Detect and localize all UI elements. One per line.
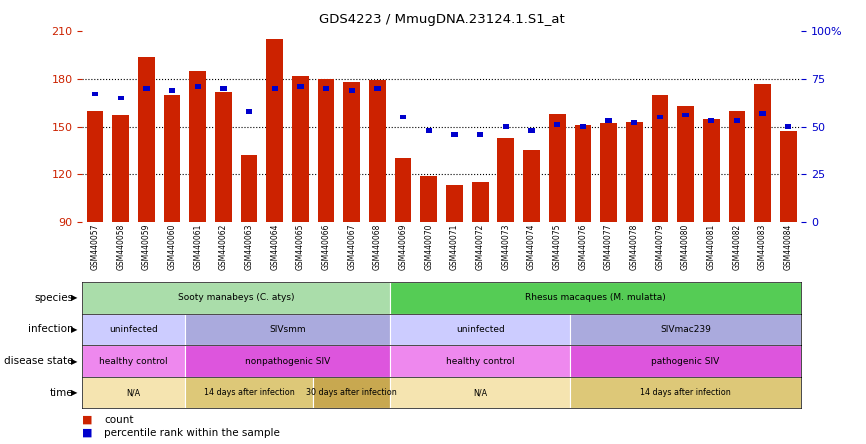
Bar [626,122,643,222]
Bar [554,122,560,127]
Bar [605,119,611,123]
Bar [651,95,669,222]
Bar [734,119,740,123]
Bar [579,124,586,129]
Bar [780,131,797,222]
Bar [313,377,391,408]
Bar [185,313,391,345]
Text: healthy control: healthy control [446,357,514,365]
Bar [323,86,329,91]
Text: Rhesus macaques (M. mulatta): Rhesus macaques (M. mulatta) [526,293,666,302]
Bar [391,282,801,313]
Text: ▶: ▶ [71,388,78,397]
Bar [497,138,514,222]
Bar [195,84,201,89]
Bar [631,120,637,125]
Bar [570,377,801,408]
Bar [528,128,534,133]
Bar [682,113,688,118]
Bar [272,86,278,91]
Bar [344,82,360,222]
Bar [292,75,309,222]
Bar [241,155,257,222]
Text: ▶: ▶ [71,293,78,302]
Text: SIVmac239: SIVmac239 [660,325,711,334]
Bar [164,95,180,222]
Bar [400,115,406,119]
Text: count: count [104,415,133,424]
Bar [113,115,129,222]
Text: healthy control: healthy control [100,357,168,365]
Bar [523,151,540,222]
Bar [267,39,283,222]
Text: Sooty manabeys (C. atys): Sooty manabeys (C. atys) [178,293,294,302]
Bar [118,95,124,100]
Text: uninfected: uninfected [109,325,158,334]
Text: infection: infection [28,325,74,334]
Text: SIVsmm: SIVsmm [269,325,306,334]
Bar [785,124,792,129]
Bar [477,132,483,137]
Bar [82,313,185,345]
Text: nonpathogenic SIV: nonpathogenic SIV [245,357,330,365]
Bar [395,159,411,222]
Bar [574,125,591,222]
Bar [391,377,570,408]
Bar [391,345,570,377]
Text: disease state: disease state [4,356,74,366]
Text: ▶: ▶ [71,325,78,334]
Bar [190,71,206,222]
Bar [87,111,103,222]
Text: ■: ■ [82,428,93,438]
Text: uninfected: uninfected [456,325,505,334]
Bar [185,377,313,408]
Bar [446,186,462,222]
Bar [82,377,185,408]
Text: GDS4223 / MmugDNA.23124.1.S1_at: GDS4223 / MmugDNA.23124.1.S1_at [319,13,565,26]
Bar [369,80,386,222]
Bar [220,86,227,91]
Text: N/A: N/A [126,388,140,397]
Bar [391,313,570,345]
Bar [138,56,155,222]
Bar [759,111,766,115]
Bar [549,114,565,222]
Text: percentile rank within the sample: percentile rank within the sample [104,428,280,438]
Bar [185,345,391,377]
Bar [349,88,355,93]
Bar [656,115,663,119]
Bar [570,313,801,345]
Text: ■: ■ [82,415,93,424]
Bar [421,176,437,222]
Bar [92,92,98,96]
Bar [703,119,720,222]
Bar [451,132,457,137]
Text: ▶: ▶ [71,357,78,365]
Bar [502,124,509,129]
Text: species: species [35,293,74,303]
Bar [600,123,617,222]
Bar [297,84,304,89]
Bar [426,128,432,133]
Bar [728,111,746,222]
Text: pathogenic SIV: pathogenic SIV [651,357,720,365]
Bar [143,86,150,91]
Bar [472,182,488,222]
Bar [708,119,714,123]
Bar [754,83,771,222]
Bar [677,106,694,222]
Bar [318,79,334,222]
Bar [570,345,801,377]
Text: time: time [50,388,74,398]
Text: 14 days after infection: 14 days after infection [204,388,294,397]
Text: 30 days after infection: 30 days after infection [307,388,397,397]
Bar [215,91,232,222]
Bar [374,86,381,91]
Text: N/A: N/A [473,388,488,397]
Bar [246,109,252,114]
Bar [169,88,175,93]
Bar [82,345,185,377]
Text: 14 days after infection: 14 days after infection [640,388,731,397]
Bar [82,282,391,313]
